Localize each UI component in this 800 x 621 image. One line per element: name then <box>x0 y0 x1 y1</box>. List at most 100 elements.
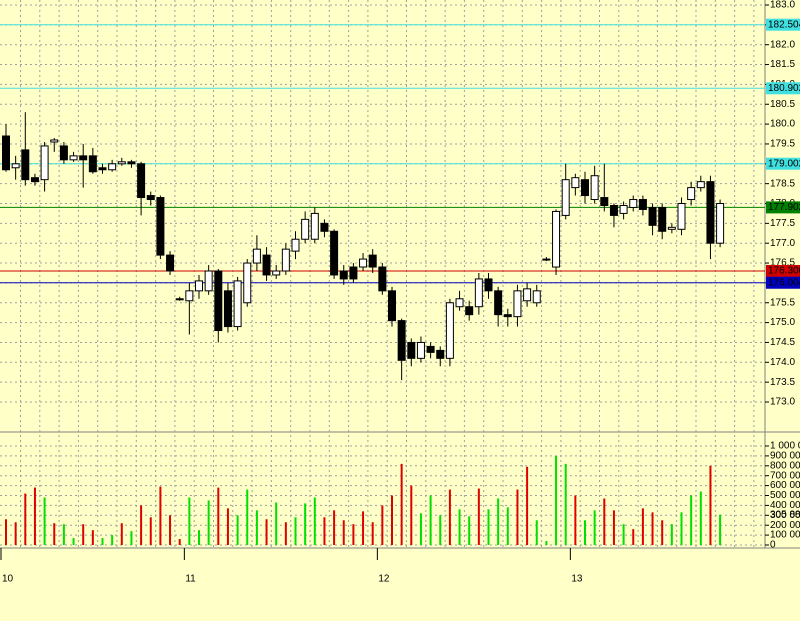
level-label: 182.504 <box>768 19 800 30</box>
candle-body <box>243 262 252 304</box>
candle-body <box>59 145 68 161</box>
candle-body <box>600 197 609 206</box>
candle-body <box>40 145 49 181</box>
candle-body <box>484 278 493 292</box>
candle-body <box>523 288 532 302</box>
candle-body <box>416 341 425 359</box>
y-tick-label: 175.0 <box>770 317 795 328</box>
y-tick-label: 174.5 <box>770 337 795 348</box>
y-tick-label: 178.5 <box>770 178 795 189</box>
candle-body <box>426 345 435 353</box>
y-tick-label: 175.5 <box>770 297 795 308</box>
candle-body <box>455 298 464 308</box>
candle-body <box>272 270 281 276</box>
candle-body <box>349 266 358 280</box>
y-tick-label: 177.0 <box>770 238 795 249</box>
candle-body <box>195 280 203 292</box>
candle-body <box>667 226 676 230</box>
candle-body <box>185 290 194 302</box>
candle-body <box>552 210 561 268</box>
candle-body <box>175 298 184 301</box>
candle-body <box>233 280 242 328</box>
candle-body <box>214 270 223 332</box>
y-tick-label: 173.0 <box>770 397 795 408</box>
candle-body <box>291 238 300 252</box>
candle-body <box>658 206 667 232</box>
candle-body <box>204 270 213 292</box>
candle-body <box>677 203 686 230</box>
x-tick-label: 10 <box>2 574 14 585</box>
candle-body <box>465 306 474 316</box>
candle-body <box>581 179 589 197</box>
y-tick-label: 700 000 <box>770 470 800 481</box>
candle-body <box>166 254 175 272</box>
x-tick-label: 13 <box>571 574 583 585</box>
level-label: 176.300 <box>768 266 800 277</box>
last-value-label: 305 884 <box>770 509 800 520</box>
candle-body <box>137 163 146 199</box>
y-tick-label: 0 <box>770 540 776 551</box>
level-label-box <box>766 18 800 31</box>
y-tick-label: 100 000 <box>770 530 800 541</box>
candle-body <box>156 197 165 256</box>
candle-body <box>619 204 628 214</box>
candle-body <box>629 199 638 208</box>
y-tick-label: 181.5 <box>770 59 795 70</box>
candle-body <box>474 278 483 308</box>
candle-body <box>88 155 97 173</box>
y-tick-label: 1 000 000 <box>770 441 800 452</box>
y-tick-label: 180.5 <box>770 99 795 110</box>
candle-body <box>542 258 551 261</box>
y-tick-label: 400 000 <box>770 500 800 511</box>
candle-body <box>359 258 368 268</box>
candle-body <box>696 181 705 189</box>
candle-body <box>50 139 59 143</box>
y-tick-label: 174.0 <box>770 357 795 368</box>
candle-body <box>648 206 657 226</box>
level-label: 180.902 <box>768 83 800 94</box>
candle-body <box>590 175 599 201</box>
candle-body <box>445 302 454 359</box>
level-label: 179.002 <box>768 158 800 169</box>
y-tick-label: 800 000 <box>770 460 800 471</box>
candle-body <box>320 222 329 232</box>
candle-body <box>397 320 406 361</box>
candle-body <box>571 177 580 189</box>
y-tick-label: 179.5 <box>770 139 795 150</box>
y-tick-label: 600 000 <box>770 480 800 491</box>
candle-body <box>706 181 715 244</box>
y-tick-label: 182.0 <box>770 39 795 50</box>
candle-body <box>716 203 725 244</box>
candle-body <box>117 161 126 165</box>
y-tick-label: 183.0 <box>770 0 795 11</box>
candle-body <box>69 155 78 161</box>
candle-body <box>127 161 136 165</box>
candle-body <box>436 349 445 359</box>
candle-body <box>330 230 339 276</box>
candle-body <box>146 195 155 201</box>
candle-body <box>21 149 30 181</box>
candle-body <box>252 248 261 264</box>
candle-body <box>388 290 396 322</box>
candle-body <box>494 290 503 316</box>
candle-body <box>310 212 319 240</box>
candle-body <box>368 254 377 268</box>
y-tick-label: 900 000 <box>770 451 800 462</box>
level-label-box <box>766 276 800 289</box>
candle-body <box>223 290 232 328</box>
level-label: 177.902 <box>768 202 800 213</box>
candle-body <box>2 135 10 171</box>
level-label-box <box>766 264 800 277</box>
level-label-box <box>766 201 800 214</box>
candle-body <box>638 199 647 210</box>
candle-body <box>262 254 271 276</box>
y-tick-label: 200 000 <box>770 520 800 531</box>
y-tick-label: 300 000 <box>770 510 800 521</box>
candle-body <box>513 290 522 318</box>
candle-body <box>532 290 541 304</box>
candle-body <box>407 341 416 359</box>
level-label: 176.004 <box>768 277 800 288</box>
candle-body <box>98 167 107 171</box>
candle-body <box>301 218 310 240</box>
